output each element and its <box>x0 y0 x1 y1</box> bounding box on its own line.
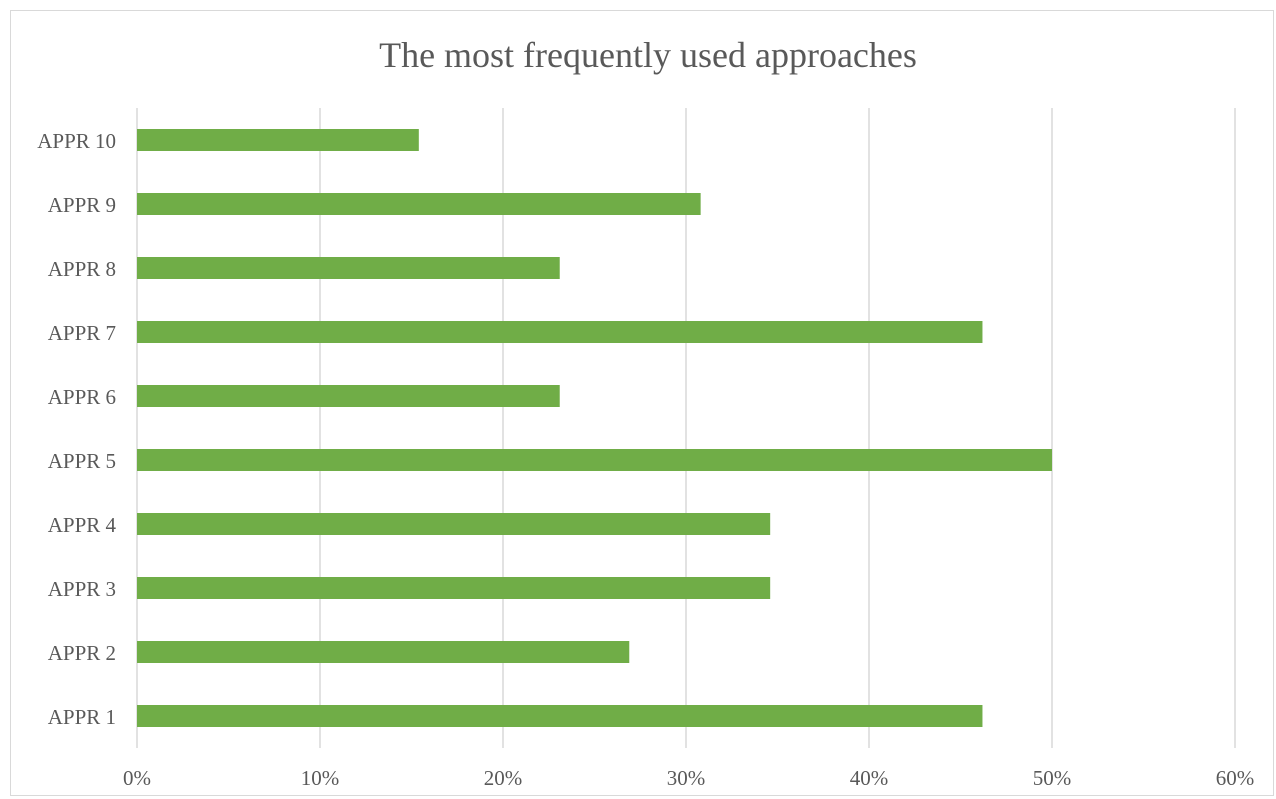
category-label: APPR 9 <box>48 193 116 217</box>
bar <box>137 321 983 343</box>
category-label: APPR 4 <box>48 513 117 537</box>
bar <box>137 641 630 663</box>
category-label: APPR 8 <box>48 257 116 281</box>
category-label: APPR 7 <box>48 321 116 345</box>
value-axis: 0% 10% 20% 30% 40% 50% 60% <box>123 766 1254 790</box>
bar <box>137 449 1052 471</box>
bar <box>137 577 771 599</box>
x-tick-label: 60% <box>1216 766 1255 790</box>
category-label: APPR 1 <box>48 705 116 729</box>
bar <box>137 257 560 279</box>
bar <box>137 705 983 727</box>
bar <box>137 385 560 407</box>
x-tick-label: 0% <box>123 766 151 790</box>
category-label: APPR 5 <box>48 449 116 473</box>
x-tick-label: 40% <box>850 766 889 790</box>
category-label: APPR 6 <box>48 385 116 409</box>
x-tick-label: 30% <box>667 766 706 790</box>
bar <box>137 129 419 151</box>
bar <box>137 193 701 215</box>
x-tick-label: 10% <box>301 766 340 790</box>
x-tick-label: 20% <box>484 766 523 790</box>
chart-title: The most frequently used approaches <box>379 35 917 75</box>
bars <box>137 129 1052 727</box>
x-tick-label: 50% <box>1033 766 1072 790</box>
category-label: APPR 3 <box>48 577 116 601</box>
category-axis: APPR 1 APPR 2 APPR 3 APPR 4 APPR 5 APPR 6 APPR… <box>37 129 116 729</box>
category-label: APPR 10 <box>37 129 116 153</box>
category-label: APPR 2 <box>48 641 116 665</box>
bar <box>137 513 771 535</box>
